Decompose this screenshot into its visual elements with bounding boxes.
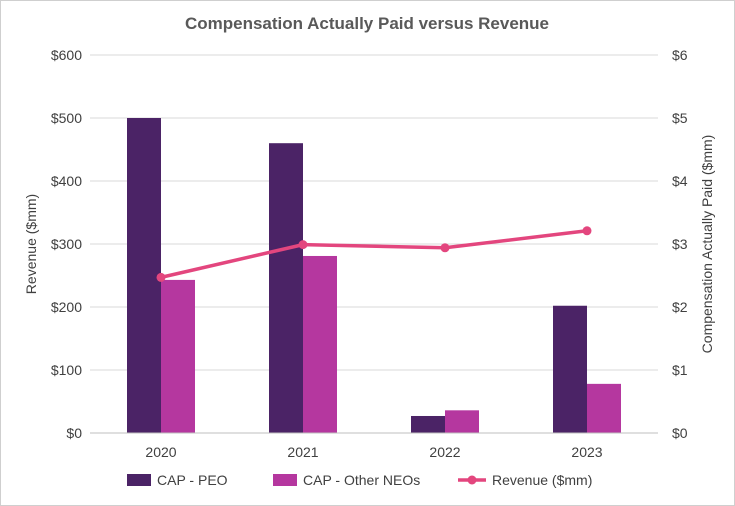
y-tick-label: $600: [51, 47, 82, 63]
bar: [161, 279, 195, 433]
legend-label: CAP - Other NEOs: [303, 472, 420, 488]
y2-tick-label: $0: [672, 425, 688, 441]
legend-swatch: [127, 474, 151, 486]
bar: [127, 118, 161, 433]
y-tick-label: $200: [51, 299, 82, 315]
x-tick-label: 2023: [571, 444, 602, 460]
bar: [587, 383, 621, 433]
bar: [411, 415, 445, 433]
y2-axis-label: Compensation Actually Paid ($mm): [699, 135, 715, 354]
bar: [269, 143, 303, 433]
line-point: [298, 240, 308, 250]
legend: CAP - PEO CAP - Other NEOs Revenue ($mm): [127, 472, 592, 488]
chart-title: Compensation Actually Paid versus Revenu…: [185, 14, 549, 33]
y-tick-label: $300: [51, 236, 82, 252]
bar: [303, 255, 337, 433]
y2-tick-label: $2: [672, 299, 688, 315]
bars: [127, 118, 621, 433]
x-tick-label: 2020: [145, 444, 176, 460]
x-tick-label: 2022: [429, 444, 460, 460]
y2-tick-label: $4: [672, 173, 688, 189]
x-tick-label: 2021: [287, 444, 318, 460]
y2-tick-label: $3: [672, 236, 688, 252]
axes: $0 $0 $100 $1 $200 $2 $300 $3 $400 $4 $500 $5 $600 $6…: [51, 47, 688, 460]
y2-tick-label: $6: [672, 47, 688, 63]
y-tick-label: $0: [66, 425, 82, 441]
y-tick-label: $100: [51, 362, 82, 378]
bar: [445, 410, 479, 433]
line-point: [156, 272, 166, 282]
legend-label: Revenue ($mm): [492, 472, 592, 488]
legend-marker: [467, 475, 477, 485]
y-tick-label: $500: [51, 110, 82, 126]
legend-label: CAP - PEO: [157, 472, 228, 488]
y-axis-label: Revenue ($mm): [23, 194, 39, 294]
line-point: [440, 243, 450, 253]
y2-tick-label: $1: [672, 362, 688, 378]
line-series: [160, 229, 588, 280]
legend-swatch: [273, 474, 297, 486]
bar: [553, 305, 587, 433]
y2-tick-label: $5: [672, 110, 688, 126]
revenue-line: [156, 226, 592, 282]
y-tick-label: $400: [51, 173, 82, 189]
line-point: [582, 226, 592, 236]
